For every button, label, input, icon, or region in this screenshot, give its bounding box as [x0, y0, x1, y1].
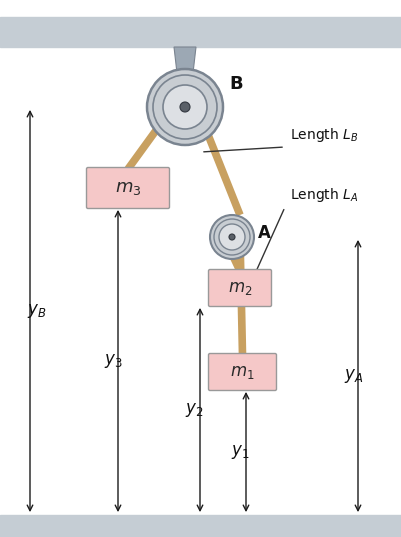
Text: $m_1$: $m_1$ — [230, 363, 255, 381]
Circle shape — [163, 85, 207, 129]
Text: $y_3$: $y_3$ — [104, 352, 123, 370]
Text: $m_2$: $m_2$ — [228, 279, 252, 297]
FancyBboxPatch shape — [87, 168, 170, 208]
Bar — [0, 515, 401, 537]
Polygon shape — [174, 47, 196, 73]
Text: $y_2$: $y_2$ — [186, 401, 204, 419]
Text: $y_1$: $y_1$ — [231, 443, 250, 461]
Circle shape — [210, 215, 254, 259]
Text: A: A — [258, 224, 271, 242]
Bar — [0, 17, 401, 47]
Text: Length $L_B$: Length $L_B$ — [290, 126, 358, 144]
Circle shape — [214, 219, 250, 255]
Text: B: B — [229, 75, 243, 93]
Circle shape — [180, 102, 190, 112]
Text: $y_B$: $y_B$ — [27, 302, 47, 320]
Circle shape — [153, 75, 217, 139]
Circle shape — [219, 224, 245, 250]
Circle shape — [147, 69, 223, 145]
Circle shape — [229, 234, 235, 240]
Text: $m_3$: $m_3$ — [115, 179, 141, 197]
FancyBboxPatch shape — [209, 270, 271, 307]
Text: Length $L_A$: Length $L_A$ — [290, 186, 358, 204]
FancyBboxPatch shape — [209, 353, 277, 390]
Text: $y_A$: $y_A$ — [344, 367, 363, 385]
